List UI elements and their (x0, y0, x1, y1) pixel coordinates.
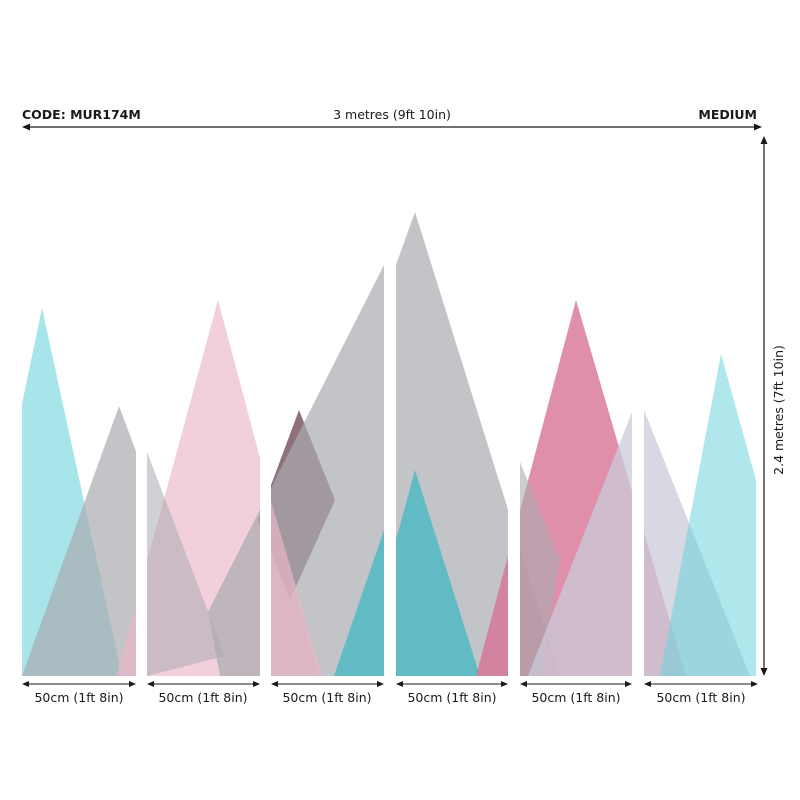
mountain-teal-left (334, 530, 384, 676)
height-label: 2.4 metres (7ft 10in) (771, 345, 786, 475)
mountain-pink-lower (262, 470, 322, 676)
panel-arrows (22, 681, 758, 687)
panel-1-label: 50cm (1ft 8in) (34, 690, 123, 705)
code-label: CODE: MUR174M (22, 107, 141, 122)
mountain-artwork (22, 150, 756, 676)
mountain-teal-center (396, 470, 480, 676)
mountain-grey-strip (520, 462, 560, 676)
panel-3-label: 50cm (1ft 8in) (282, 690, 371, 705)
panel-6-label: 50cm (1ft 8in) (656, 690, 745, 705)
width-arrow (22, 123, 762, 131)
height-arrow (760, 136, 768, 676)
mountain-lavender (528, 412, 632, 676)
panel-2-label: 50cm (1ft 8in) (158, 690, 247, 705)
mountain-grey-left (22, 406, 140, 676)
panel-4-label: 50cm (1ft 8in) (407, 690, 496, 705)
width-label: 3 metres (9ft 10in) (333, 107, 451, 122)
panel-5-label: 50cm (1ft 8in) (531, 690, 620, 705)
mountain-grey-small (147, 452, 225, 676)
mountain-grey-center (208, 265, 384, 676)
panel-gaps (136, 150, 644, 676)
size-label: MEDIUM (698, 107, 757, 122)
mountain-cyan-right (660, 354, 756, 676)
